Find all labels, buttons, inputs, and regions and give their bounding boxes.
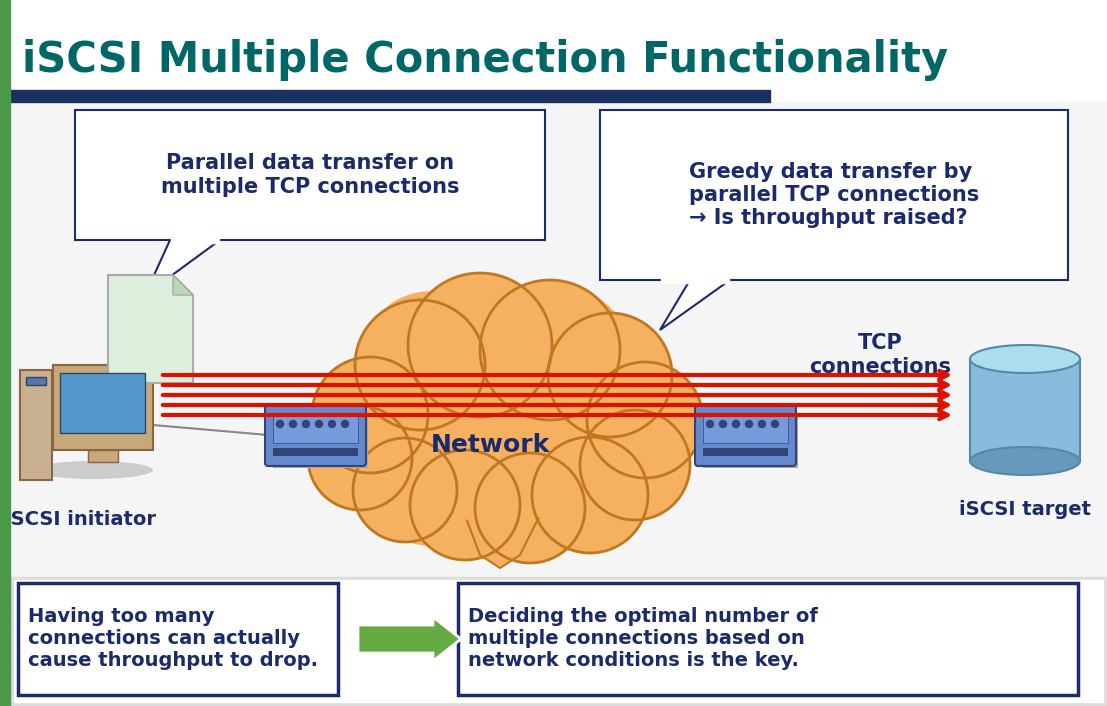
Circle shape <box>335 340 495 500</box>
Circle shape <box>587 362 703 478</box>
Bar <box>970 359 1080 461</box>
Bar <box>703 448 788 456</box>
FancyBboxPatch shape <box>18 583 338 695</box>
FancyBboxPatch shape <box>458 583 1078 695</box>
Bar <box>14 580 1103 702</box>
Text: iSCSI initiator: iSCSI initiator <box>4 510 156 529</box>
Circle shape <box>568 373 692 497</box>
Text: Network: Network <box>431 433 549 457</box>
Circle shape <box>353 438 457 542</box>
Bar <box>0 0 10 706</box>
Bar <box>87 450 118 462</box>
Circle shape <box>532 437 648 553</box>
Circle shape <box>302 421 310 428</box>
Circle shape <box>329 421 335 428</box>
Bar <box>10 102 1107 577</box>
Bar <box>10 90 770 102</box>
Circle shape <box>548 313 672 437</box>
Circle shape <box>362 292 498 428</box>
Text: iSCSI target: iSCSI target <box>959 500 1092 519</box>
Bar <box>10 577 1107 706</box>
Circle shape <box>395 325 606 535</box>
Circle shape <box>488 288 632 432</box>
Bar <box>25 377 46 385</box>
Text: iSCSI Multiple Connection Functionality: iSCSI Multiple Connection Functionality <box>22 39 948 81</box>
Circle shape <box>410 450 520 560</box>
Circle shape <box>408 273 552 417</box>
Polygon shape <box>461 502 545 568</box>
Circle shape <box>772 421 778 428</box>
Circle shape <box>405 290 555 440</box>
Circle shape <box>706 421 714 428</box>
FancyArrow shape <box>358 617 461 661</box>
Circle shape <box>315 421 322 428</box>
Circle shape <box>365 415 495 545</box>
Ellipse shape <box>970 447 1080 475</box>
Text: Having too many
connections can actually
cause throughput to drop.: Having too many connections can actually… <box>28 607 318 671</box>
FancyBboxPatch shape <box>695 405 796 466</box>
Circle shape <box>475 453 584 563</box>
Bar <box>170 238 219 243</box>
Bar <box>53 365 153 450</box>
Circle shape <box>480 280 620 420</box>
Ellipse shape <box>970 345 1080 373</box>
Circle shape <box>430 420 570 560</box>
Circle shape <box>341 421 349 428</box>
Circle shape <box>758 421 766 428</box>
Circle shape <box>277 421 283 428</box>
FancyBboxPatch shape <box>75 110 545 240</box>
FancyBboxPatch shape <box>265 405 366 466</box>
Circle shape <box>308 368 432 492</box>
Circle shape <box>720 421 726 428</box>
Circle shape <box>312 357 428 473</box>
Text: Parallel data transfer on
multiple TCP connections: Parallel data transfer on multiple TCP c… <box>161 153 459 196</box>
Bar <box>60 373 145 433</box>
Circle shape <box>308 406 412 510</box>
Polygon shape <box>145 240 220 295</box>
Bar <box>273 416 358 443</box>
Circle shape <box>405 335 594 525</box>
Bar <box>10 0 1107 90</box>
Circle shape <box>510 335 670 495</box>
Bar <box>661 278 730 283</box>
Bar <box>273 413 368 468</box>
Bar <box>273 448 358 456</box>
FancyBboxPatch shape <box>600 110 1068 280</box>
Circle shape <box>745 421 753 428</box>
Circle shape <box>580 410 690 520</box>
Polygon shape <box>173 275 193 295</box>
Bar <box>20 370 52 480</box>
Circle shape <box>290 421 297 428</box>
Polygon shape <box>660 280 730 330</box>
Text: Greedy data transfer by
parallel TCP connections
→ Is throughput raised?: Greedy data transfer by parallel TCP con… <box>689 162 979 228</box>
Circle shape <box>733 421 739 428</box>
Text: TCP
connections: TCP connections <box>809 333 951 376</box>
Ellipse shape <box>33 461 153 479</box>
Circle shape <box>355 300 485 430</box>
Text: Deciding the optimal number of
multiple connections based on
network conditions : Deciding the optimal number of multiple … <box>468 607 818 671</box>
Bar <box>703 413 798 468</box>
Circle shape <box>505 415 635 545</box>
Bar <box>703 416 788 443</box>
Polygon shape <box>108 275 193 383</box>
